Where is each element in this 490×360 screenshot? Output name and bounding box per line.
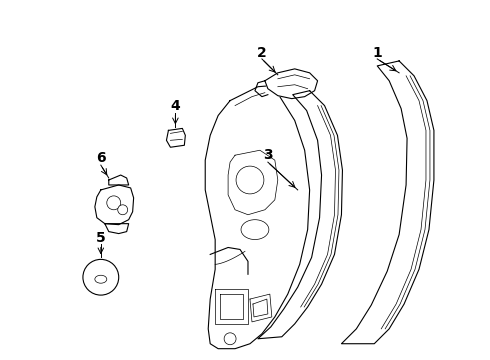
Text: 3: 3 — [263, 148, 272, 162]
Polygon shape — [342, 61, 434, 344]
Circle shape — [83, 260, 119, 295]
Polygon shape — [95, 185, 134, 225]
Polygon shape — [109, 175, 129, 185]
Circle shape — [224, 333, 236, 345]
Circle shape — [118, 205, 128, 215]
Circle shape — [107, 196, 121, 210]
Circle shape — [236, 166, 264, 194]
Polygon shape — [265, 69, 318, 99]
Text: 5: 5 — [96, 230, 106, 244]
Polygon shape — [258, 91, 343, 339]
Polygon shape — [105, 224, 129, 234]
Text: 2: 2 — [257, 46, 267, 60]
Polygon shape — [205, 86, 310, 349]
Text: 4: 4 — [171, 99, 180, 113]
Ellipse shape — [241, 220, 269, 239]
Polygon shape — [167, 129, 185, 147]
Text: 6: 6 — [96, 151, 106, 165]
Ellipse shape — [95, 275, 107, 283]
Text: 1: 1 — [372, 46, 382, 60]
